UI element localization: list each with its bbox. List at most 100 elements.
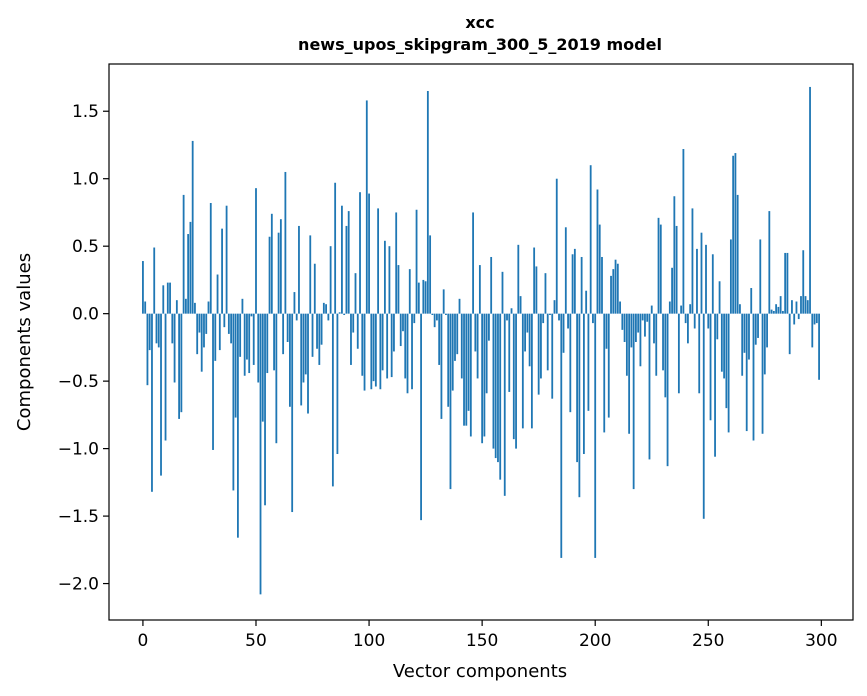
bar-89 (343, 313, 346, 316)
bar-256 (720, 313, 723, 372)
bar-92 (350, 313, 352, 365)
bar-199 (592, 313, 594, 324)
bar-219 (637, 313, 640, 333)
bar-94 (354, 273, 357, 314)
bar-33 (216, 274, 219, 314)
x-tick-label: 150 (466, 631, 498, 651)
bar-78 (318, 313, 321, 365)
bar-10 (164, 313, 167, 441)
bar-243 (691, 208, 694, 314)
bar-284 (784, 252, 787, 314)
bar-31 (212, 313, 214, 450)
bar-19 (184, 298, 187, 314)
bar-47 (248, 313, 251, 374)
bar-231 (664, 313, 667, 398)
bar-257 (723, 313, 726, 379)
bar-11 (166, 282, 169, 314)
bar-70 (300, 313, 303, 406)
bar-129 (433, 313, 436, 328)
bar-214 (625, 313, 628, 376)
bar-162 (508, 313, 511, 392)
bar-115 (402, 313, 404, 332)
bar-136 (449, 313, 452, 490)
y-tick-label: 0.0 (72, 305, 99, 325)
bar-265 (741, 313, 744, 376)
bar-120 (413, 313, 416, 324)
bar-215 (628, 313, 631, 434)
bar-294 (806, 300, 809, 314)
bar-12 (169, 282, 171, 314)
bar-233 (668, 301, 671, 314)
bar-21 (189, 221, 192, 314)
bar-58 (273, 313, 275, 371)
bar-262 (734, 153, 737, 314)
bar-37 (225, 205, 228, 314)
bar-299 (818, 313, 820, 380)
bar-143 (465, 313, 468, 426)
bar-66 (291, 313, 294, 513)
bar-170 (526, 313, 529, 333)
bar-225 (650, 305, 653, 314)
bar-270 (752, 313, 755, 441)
bar-279 (772, 310, 775, 314)
bar-75 (311, 313, 314, 357)
bar-282 (779, 296, 782, 314)
bar-87 (338, 312, 341, 314)
bar-248 (702, 313, 705, 519)
bar-263 (736, 194, 739, 314)
bar-212 (621, 313, 624, 330)
bar-181 (551, 313, 554, 399)
bar-105 (379, 313, 382, 390)
bar-150 (481, 313, 484, 444)
bar-81 (325, 304, 327, 314)
bar-60 (277, 232, 280, 314)
bar-101 (370, 313, 373, 390)
bar-207 (610, 275, 612, 314)
bar-34 (218, 313, 221, 351)
bar-133 (442, 289, 445, 314)
chart-title: xcc (465, 13, 494, 32)
bar-22 (191, 140, 194, 314)
bar-226 (653, 313, 655, 344)
bar-131 (438, 313, 441, 365)
bar-145 (469, 313, 472, 437)
bar-280 (775, 304, 778, 314)
bar-171 (528, 313, 531, 367)
bar-292 (802, 250, 805, 314)
bar-198 (589, 165, 592, 314)
bar-274 (761, 313, 764, 434)
x-tick-label: 50 (245, 631, 267, 651)
bar-62 (282, 313, 285, 355)
bar-76 (313, 263, 316, 314)
bar-16 (178, 313, 181, 419)
bar-240 (684, 313, 687, 324)
bar-80 (322, 302, 325, 314)
bar-43 (239, 313, 242, 357)
bar-69 (298, 225, 300, 314)
bar-255 (718, 281, 721, 314)
y-tick-label: 0.5 (72, 237, 99, 257)
bar-54 (264, 313, 266, 506)
bar-266 (743, 313, 746, 353)
bar-273 (759, 239, 762, 314)
bar-173 (533, 247, 536, 314)
bar-38 (227, 313, 230, 334)
bar-259 (727, 313, 730, 433)
bar-157 (497, 313, 499, 463)
bar-122 (417, 282, 420, 314)
bar-123 (420, 313, 422, 521)
bar-210 (616, 263, 619, 314)
y-tick-label: 1.0 (72, 170, 99, 190)
bar-196 (585, 290, 588, 314)
bar-249 (705, 244, 707, 314)
bar-61 (279, 219, 282, 314)
bar-180 (549, 313, 551, 316)
y-tick-label: −1.5 (58, 507, 99, 527)
bar-285 (786, 252, 789, 314)
bar-276 (766, 313, 768, 348)
bar-228 (657, 217, 660, 314)
bar-154 (490, 256, 493, 314)
bar-252 (711, 254, 714, 314)
bar-235 (673, 196, 676, 314)
bar-206 (607, 313, 610, 418)
